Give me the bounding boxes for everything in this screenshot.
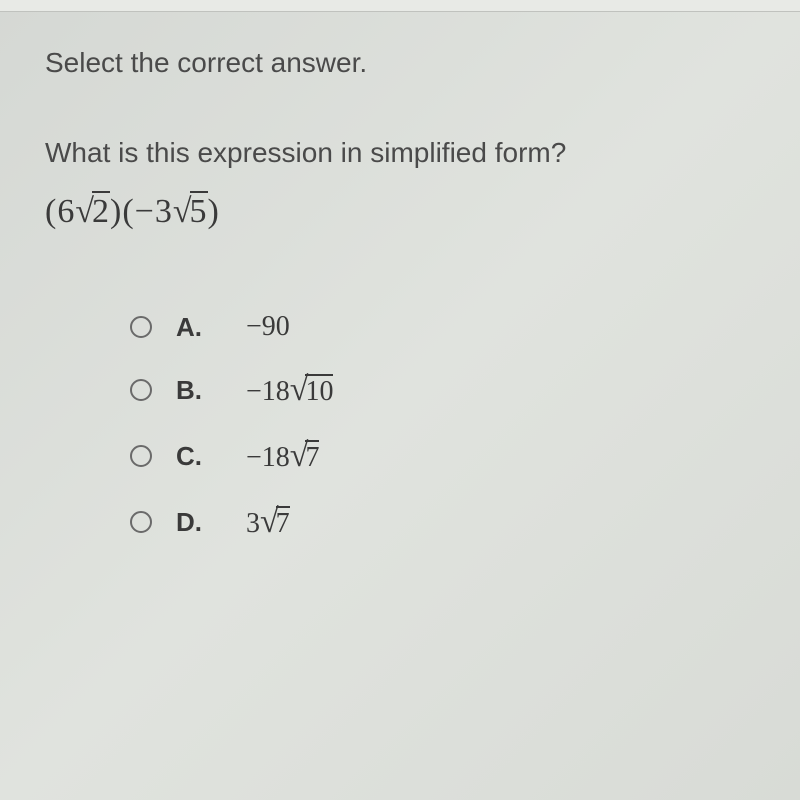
option-value: 3√7 bbox=[246, 503, 290, 541]
option-value: −18√7 bbox=[246, 437, 319, 475]
term1-radicand: 2 bbox=[92, 191, 110, 231]
option-letter: B. bbox=[176, 375, 226, 406]
option-letter: C. bbox=[176, 441, 226, 472]
question-content: Select the correct answer. What is this … bbox=[0, 12, 800, 604]
option-a[interactable]: A. −90 bbox=[130, 311, 755, 343]
sqrt-b: √10 bbox=[290, 371, 334, 409]
top-border bbox=[0, 0, 800, 12]
sqrt-c: √7 bbox=[290, 437, 320, 475]
term2-coef: −3 bbox=[135, 193, 173, 230]
option-value: −18√10 bbox=[246, 371, 333, 409]
option-c[interactable]: C. −18√7 bbox=[130, 437, 755, 475]
option-letter: D. bbox=[176, 507, 226, 538]
instruction-text: Select the correct answer. bbox=[45, 47, 755, 79]
term1-coef: 6 bbox=[57, 193, 75, 230]
sqrt2: √5 bbox=[173, 191, 208, 231]
term2-radicand: 5 bbox=[190, 191, 208, 231]
radio-icon[interactable] bbox=[130, 445, 152, 467]
sqrt1: √2 bbox=[75, 191, 110, 231]
option-b[interactable]: B. −18√10 bbox=[130, 371, 755, 409]
option-d[interactable]: D. 3√7 bbox=[130, 503, 755, 541]
radio-icon[interactable] bbox=[130, 379, 152, 401]
sqrt-d: √7 bbox=[260, 503, 290, 541]
math-expression: (6√2)(−3√5) bbox=[45, 191, 755, 231]
radio-icon[interactable] bbox=[130, 511, 152, 533]
option-letter: A. bbox=[176, 312, 226, 343]
radio-icon[interactable] bbox=[130, 316, 152, 338]
option-value: −90 bbox=[246, 311, 290, 343]
question-text: What is this expression in simplified fo… bbox=[45, 137, 755, 169]
options-list: A. −90 B. −18√10 C. −18√7 D. 3√7 bbox=[45, 311, 755, 541]
